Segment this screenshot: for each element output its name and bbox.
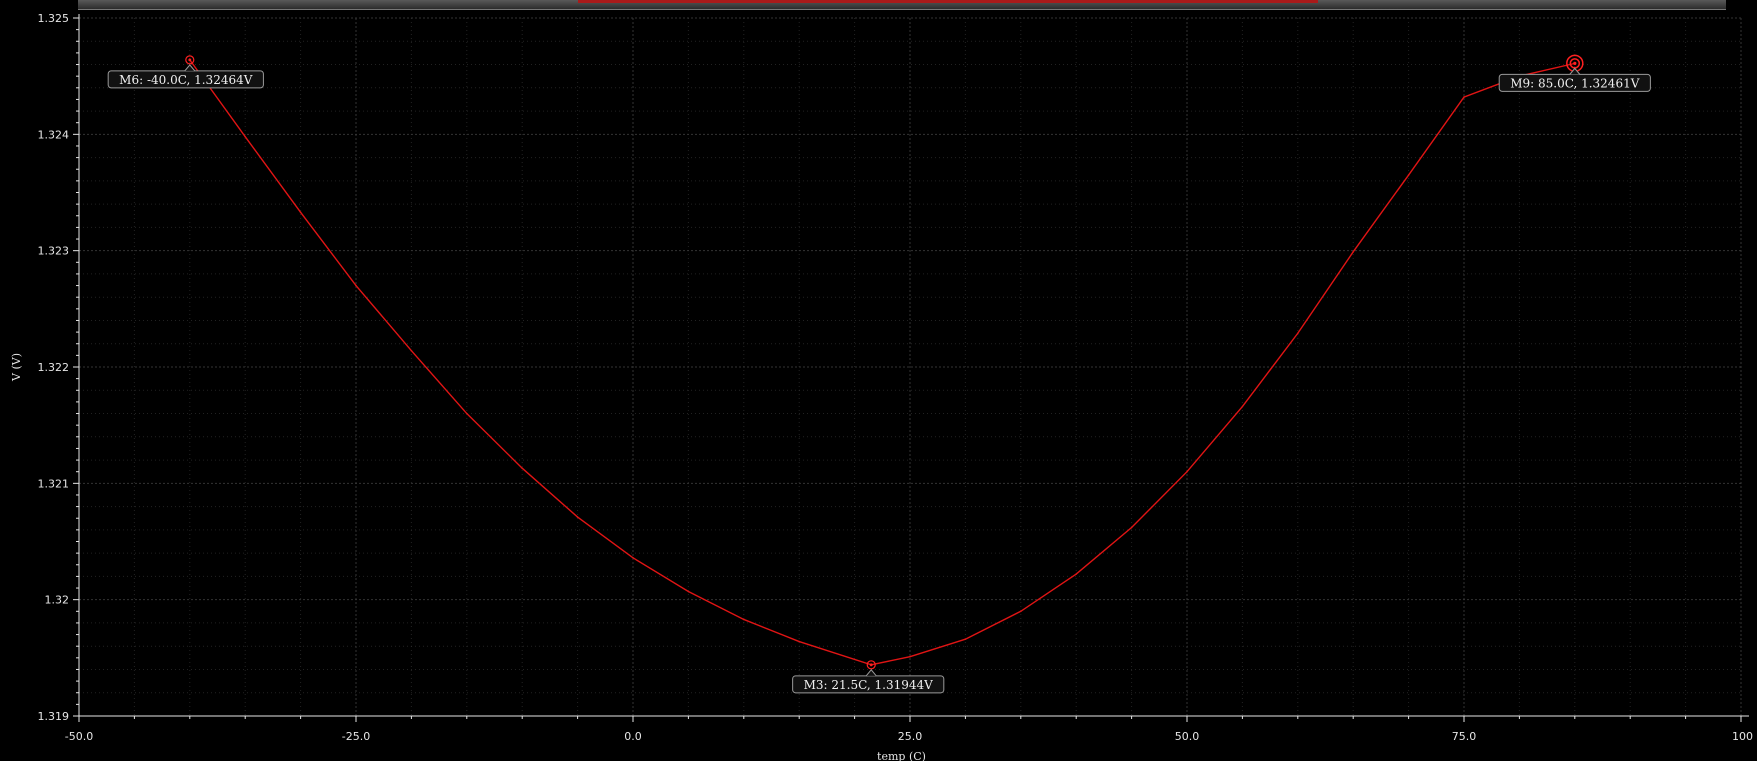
series-point (1075, 573, 1077, 575)
marker-dot-icon (1573, 61, 1577, 65)
marker-label-pointer (1569, 67, 1581, 75)
series-point (687, 590, 690, 593)
series-point (1297, 332, 1299, 335)
y-tick-label: 1.325 (38, 12, 70, 25)
selected-trace-indicator (578, 0, 1318, 3)
series-point (1463, 96, 1465, 98)
series-point (909, 655, 911, 658)
marker-dot-icon (188, 58, 192, 62)
x-tick-label: 25.0 (898, 730, 923, 743)
series-point (521, 467, 523, 470)
series-point (355, 284, 357, 287)
x-tick-label: 75.0 (1452, 730, 1477, 743)
marker-ring-icon (866, 660, 876, 670)
marker-m3[interactable]: M3: 21.5C, 1.31944V (792, 660, 945, 694)
x-tick-label: -50.0 (65, 730, 93, 743)
series-point (299, 211, 302, 214)
marker-label: M3: 21.5C, 1.31944V (804, 678, 934, 692)
marker-label-pointer (184, 64, 196, 72)
x-tick-label: 100 (1732, 730, 1753, 743)
series-point (964, 638, 967, 641)
y-tick-label: 1.323 (38, 245, 70, 258)
series-line[interactable] (189, 59, 1575, 666)
marker-ring-icon (185, 55, 195, 65)
series-point (1241, 405, 1244, 408)
series-point (244, 135, 246, 138)
y-tick-label: 1.32 (45, 594, 70, 607)
marker-dot-icon (869, 663, 873, 667)
series-point (466, 412, 468, 415)
series-point (743, 618, 745, 621)
series-point (1186, 470, 1188, 473)
marker-label: M6: -40.0C, 1.32464V (119, 73, 253, 87)
x-tick-label: 50.0 (1175, 730, 1200, 743)
series-point (1130, 526, 1133, 529)
marker-m6[interactable]: M6: -40.0C, 1.32464V (107, 55, 264, 89)
series-point (1407, 174, 1410, 176)
series-point (410, 349, 413, 352)
y-tick-label: 1.322 (38, 361, 70, 374)
x-tick-label: 0.0 (624, 730, 642, 743)
y-axis-title: V (V) (10, 353, 23, 382)
series-point (798, 640, 800, 643)
marker-m9[interactable]: M9: 85.0C, 1.32461V (1498, 54, 1651, 92)
x-tick-label: -25.0 (342, 730, 370, 743)
y-tick-label: 1.319 (38, 710, 70, 723)
series-point (576, 516, 579, 518)
y-tick-label: 1.324 (38, 128, 70, 141)
series-point (1020, 610, 1022, 613)
toolbar-strip[interactable] (78, 0, 1726, 10)
y-tick-label: 1.321 (38, 477, 70, 490)
marker-label-pointer (865, 669, 877, 677)
x-axis-title: temp (C) (877, 750, 926, 761)
marker-label: M9: 85.0C, 1.32461V (1510, 76, 1640, 90)
series-point (1352, 251, 1354, 253)
series-point (632, 556, 634, 559)
